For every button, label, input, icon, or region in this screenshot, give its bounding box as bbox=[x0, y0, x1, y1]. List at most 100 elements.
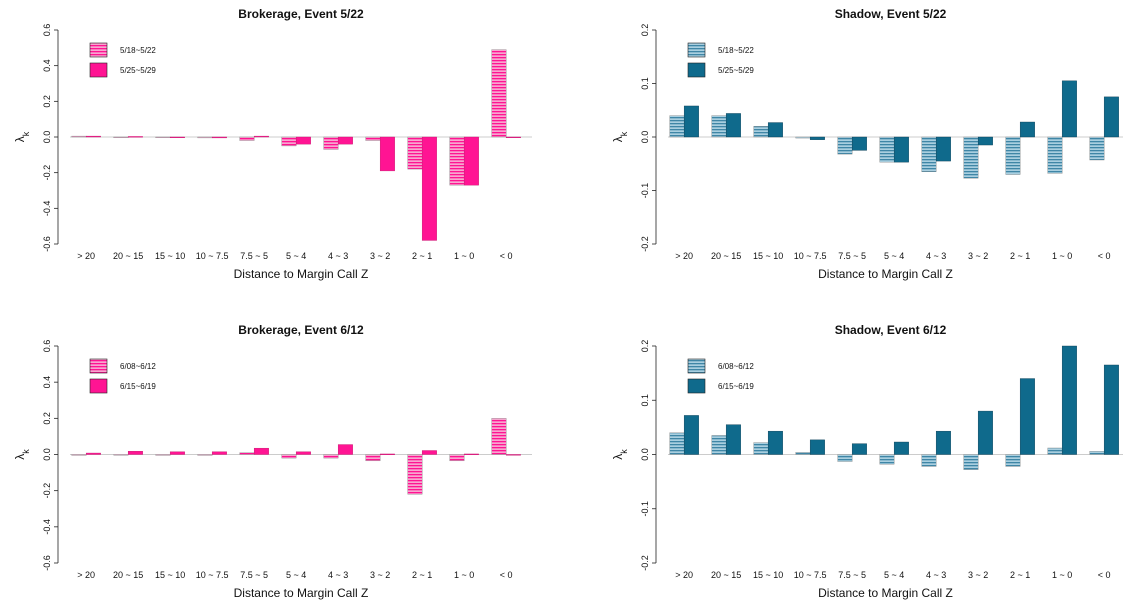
x-tick-label: > 20 bbox=[77, 570, 95, 580]
bar-solid bbox=[379, 136, 395, 172]
bar-solid bbox=[421, 450, 437, 455]
bar-solid bbox=[977, 136, 993, 146]
x-tick-label: 7.5 ~ 5 bbox=[240, 251, 268, 261]
y-tick-label: -0.1 bbox=[640, 501, 650, 517]
legend-swatch bbox=[89, 358, 108, 374]
x-tick-label: 4 ~ 3 bbox=[926, 570, 946, 580]
chart-brokerage-6-12: Brokerage, Event 6/12 -0.6 -0.4 -0.2 0.0 0.2 0… bbox=[13, 323, 532, 600]
x-tick-label: > 20 bbox=[675, 251, 693, 261]
y-tick-label: 0.1 bbox=[640, 77, 650, 90]
x-tick-label: > 20 bbox=[675, 570, 693, 580]
y-tick-label: -0.1 bbox=[640, 183, 650, 199]
x-tick-label: < 0 bbox=[500, 251, 513, 261]
legend-swatch bbox=[687, 358, 706, 374]
y-tick-label: 0.2 bbox=[640, 340, 650, 353]
bar-striped bbox=[1047, 136, 1063, 174]
bar-solid bbox=[935, 430, 951, 455]
y-tick-label: 0.1 bbox=[640, 394, 650, 407]
bar-solid bbox=[683, 105, 699, 138]
bar-solid bbox=[1103, 96, 1119, 138]
bar-striped bbox=[365, 454, 381, 462]
x-tick-label: 20 ~ 15 bbox=[711, 570, 741, 580]
bar-striped bbox=[711, 435, 727, 455]
bar-solid bbox=[809, 439, 825, 455]
bar-solid bbox=[463, 136, 479, 186]
bar-solid bbox=[337, 444, 353, 455]
y-tick-label: -0.2 bbox=[640, 555, 650, 571]
y-tick-label: 0.2 bbox=[640, 24, 650, 37]
legend-swatch bbox=[687, 42, 706, 58]
y-tick-label: 0.6 bbox=[42, 24, 52, 37]
legend-label: 5/25~5/29 bbox=[718, 66, 754, 75]
x-tick-label: 5 ~ 4 bbox=[884, 251, 904, 261]
bar-solid bbox=[295, 136, 311, 145]
x-tick-label: 20 ~ 15 bbox=[113, 251, 143, 261]
y-tick-label: -0.2 bbox=[42, 483, 52, 499]
x-tick-label: > 20 bbox=[77, 251, 95, 261]
bar-solid bbox=[127, 136, 143, 138]
bar-striped bbox=[795, 136, 811, 139]
bar-solid bbox=[253, 447, 269, 455]
legend-swatch bbox=[89, 378, 108, 394]
bar-striped bbox=[71, 135, 87, 138]
y-tick-label: -0.6 bbox=[42, 555, 52, 571]
bar-striped bbox=[1089, 451, 1105, 455]
x-tick-label: 3 ~ 2 bbox=[370, 570, 390, 580]
bar-striped bbox=[407, 136, 423, 170]
bar-solid bbox=[295, 451, 311, 455]
y-tick-label: 0.0 bbox=[640, 448, 650, 461]
x-tick-label: 5 ~ 4 bbox=[884, 570, 904, 580]
bar-striped bbox=[837, 454, 853, 462]
bar-striped bbox=[921, 136, 937, 172]
bar-striped bbox=[365, 136, 381, 141]
y-axis-label: λk bbox=[611, 449, 629, 460]
bar-solid bbox=[127, 451, 143, 455]
y-axis-label-subscript: k bbox=[619, 131, 629, 136]
y-tick-label: -0.2 bbox=[640, 236, 650, 252]
x-tick-label: 20 ~ 15 bbox=[711, 251, 741, 261]
bar-solid bbox=[935, 136, 951, 162]
y-axis-label-subscript: k bbox=[21, 449, 31, 454]
x-tick-label: 4 ~ 3 bbox=[926, 251, 946, 261]
x-tick-label: 3 ~ 2 bbox=[370, 251, 390, 261]
y-tick-label: -0.4 bbox=[42, 201, 52, 217]
bar-striped bbox=[1005, 136, 1021, 175]
chart-title: Brokerage, Event 5/22 bbox=[238, 7, 364, 21]
chart-shadow-6-12: Shadow, Event 6/12 -0.2 -0.1 0.0 0.1 0.2 λk > 2… bbox=[611, 323, 1123, 600]
bar-striped bbox=[1005, 454, 1021, 467]
y-tick-label: 0.0 bbox=[42, 448, 52, 461]
bar-striped bbox=[71, 454, 87, 456]
bar-striped bbox=[1089, 136, 1105, 161]
legend-label: 6/08~6/12 bbox=[120, 362, 156, 371]
bar-striped bbox=[155, 136, 171, 139]
bar-solid bbox=[977, 410, 993, 455]
x-tick-label: 1 ~ 0 bbox=[1052, 570, 1072, 580]
legend-label: 5/25~5/29 bbox=[120, 66, 156, 75]
y-axis-label: λk bbox=[611, 131, 629, 142]
bar-solid bbox=[725, 113, 741, 138]
x-tick-label: 15 ~ 10 bbox=[753, 251, 783, 261]
bar-striped bbox=[837, 136, 853, 155]
bar-solid bbox=[85, 135, 101, 138]
x-tick-label: 1 ~ 0 bbox=[454, 251, 474, 261]
bar-solid bbox=[893, 441, 909, 455]
chart-title: Brokerage, Event 6/12 bbox=[238, 323, 364, 337]
y-tick-label: 0.0 bbox=[42, 131, 52, 144]
x-tick-label: 2 ~ 1 bbox=[1010, 251, 1030, 261]
bar-solid bbox=[1103, 364, 1119, 455]
x-tick-label: 5 ~ 4 bbox=[286, 570, 306, 580]
bar-striped bbox=[197, 454, 213, 456]
x-tick-label: 10 ~ 7.5 bbox=[794, 251, 827, 261]
bar-striped bbox=[281, 454, 297, 459]
x-tick-label: 10 ~ 7.5 bbox=[794, 570, 827, 580]
x-tick-label: 20 ~ 15 bbox=[113, 570, 143, 580]
x-axis-label: Distance to Margin Call Z bbox=[234, 586, 369, 600]
bar-solid bbox=[379, 453, 395, 455]
chart-title: Shadow, Event 6/12 bbox=[835, 323, 947, 337]
bar-solid bbox=[1019, 121, 1035, 138]
bar-solid bbox=[505, 136, 521, 139]
x-tick-label: 10 ~ 7.5 bbox=[196, 251, 229, 261]
bar-striped bbox=[879, 136, 895, 163]
chart-brokerage-5-22: Brokerage, Event 5/22 -0.6 -0.4 -0.2 0.0 0.2 0… bbox=[13, 7, 532, 281]
x-tick-label: 3 ~ 2 bbox=[968, 251, 988, 261]
